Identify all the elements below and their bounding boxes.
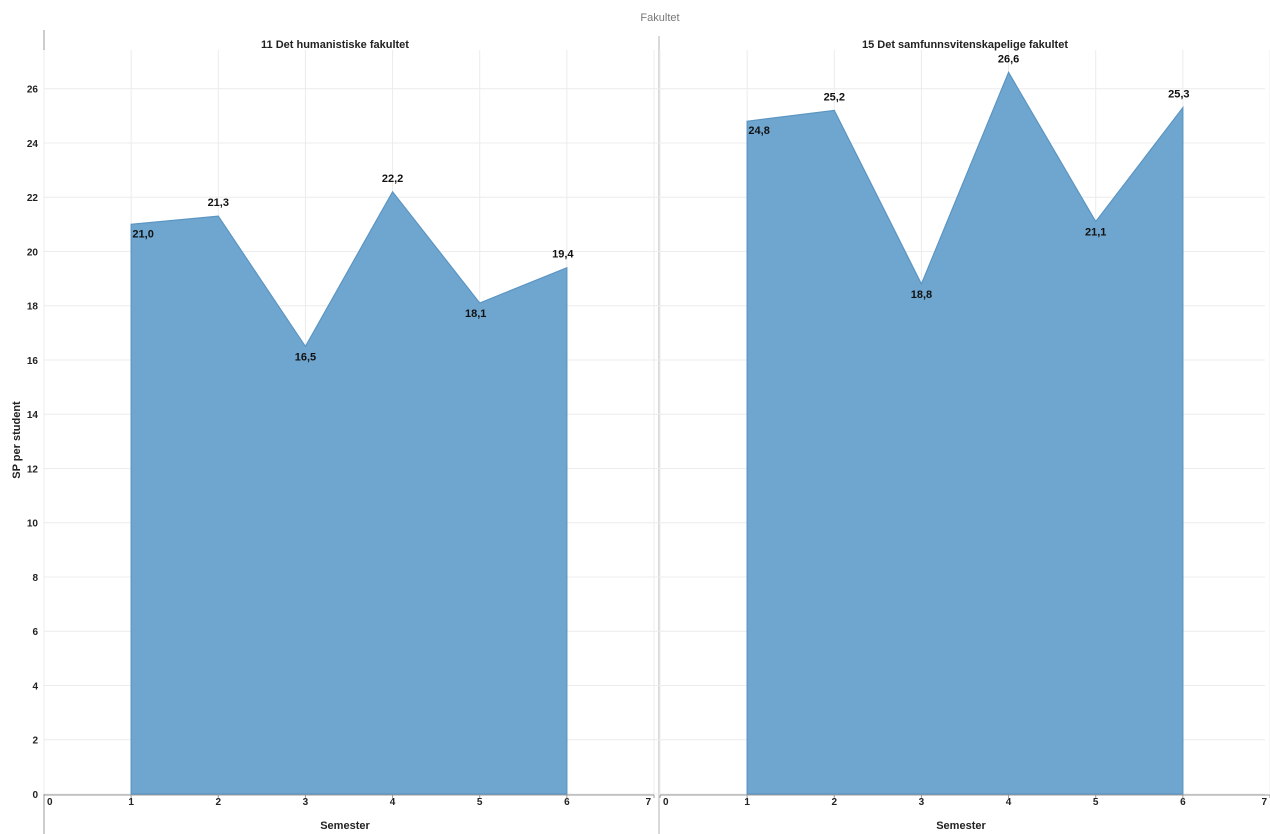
y-axis-title: SP per student	[11, 401, 23, 479]
y-tick-label: 26	[27, 85, 39, 96]
y-tick-label: 4	[32, 681, 38, 692]
y-tick-label: 24	[27, 139, 39, 150]
facet-header: Fakultet	[640, 12, 679, 24]
x-tick-label: 7	[1261, 797, 1267, 808]
y-tick-label: 8	[32, 573, 38, 584]
x-tick-label: 7	[645, 797, 651, 808]
data-label: 26,6	[998, 53, 1019, 65]
panel-title: 11 Det humanistiske fakultet	[261, 39, 409, 51]
x-tick-label: 3	[919, 797, 925, 808]
x-axis-title: Semester	[320, 820, 370, 832]
y-tick-label: 18	[27, 302, 39, 313]
panel-title: 15 Det samfunnsvitenskapelige fakultet	[862, 39, 1068, 51]
data-label: 16,5	[295, 351, 316, 363]
x-tick-label: 4	[1006, 797, 1012, 808]
y-tick-label: 22	[27, 193, 39, 204]
x-tick-label: 1	[744, 797, 750, 808]
data-label: 18,1	[465, 308, 486, 320]
data-label: 21,3	[208, 197, 229, 209]
x-tick-label: 2	[832, 797, 838, 808]
x-tick-label: 6	[564, 797, 570, 808]
data-label: 21,0	[132, 228, 153, 240]
data-label: 18,8	[911, 289, 932, 301]
x-tick-label: 1	[128, 797, 134, 808]
y-tick-label: 6	[32, 627, 38, 638]
area-series	[746, 71, 1184, 795]
x-tick-label: 6	[1180, 797, 1186, 808]
x-tick-label: 2	[216, 797, 222, 808]
x-tick-label: 0	[663, 797, 669, 808]
y-tick-label: 16	[27, 356, 39, 367]
y-tick-label: 2	[32, 736, 38, 747]
data-label: 25,3	[1168, 89, 1189, 101]
data-label: 21,1	[1085, 227, 1106, 239]
y-tick-label: 14	[27, 410, 39, 421]
x-tick-label: 3	[303, 797, 309, 808]
x-tick-label: 5	[1093, 797, 1099, 808]
data-label: 19,4	[552, 249, 574, 261]
area-series	[130, 190, 568, 795]
y-tick-label: 10	[27, 519, 39, 530]
y-tick-label: 0	[32, 790, 38, 801]
x-tick-label: 5	[477, 797, 483, 808]
data-label: 22,2	[382, 173, 403, 185]
data-label: 25,2	[824, 91, 845, 103]
x-tick-label: 0	[47, 797, 53, 808]
x-axis-title: Semester	[936, 820, 986, 832]
y-tick-label: 20	[27, 247, 39, 258]
data-label: 24,8	[748, 125, 769, 137]
x-tick-label: 4	[390, 797, 396, 808]
y-tick-label: 12	[27, 464, 39, 475]
